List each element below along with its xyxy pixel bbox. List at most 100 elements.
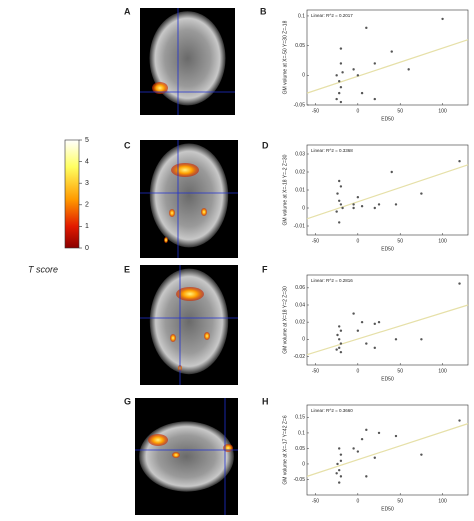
scatter-point: [335, 472, 338, 475]
fit-line: [306, 304, 469, 356]
scatter-point: [338, 338, 341, 341]
y-tick-label: 0.1: [298, 13, 305, 19]
legend-label: Linear: R^2 = 0.2017: [311, 13, 353, 18]
activation-blob: [152, 82, 168, 94]
brain-slice: [149, 268, 229, 375]
y-tick-label: 0: [302, 461, 305, 467]
colorbar-tick-label: 3: [85, 180, 89, 187]
scatter-point: [441, 17, 444, 21]
scatter-point: [394, 203, 398, 206]
colorbar-label: T score: [28, 264, 58, 274]
scatter-point: [458, 282, 461, 285]
scatter-point: [339, 185, 343, 188]
panel-label: B: [260, 6, 267, 16]
scatter-point: [338, 481, 341, 484]
scatter-point: [377, 203, 381, 206]
scatter-point: [338, 179, 341, 183]
scatter-point: [339, 62, 343, 65]
scatter-point: [338, 221, 341, 224]
y-tick-label: 0.02: [295, 169, 305, 175]
y-tick-label: -0.02: [294, 354, 306, 360]
activation-blob: [172, 452, 180, 458]
colorbar-tick-label: 0: [85, 245, 89, 252]
scatter-point: [394, 338, 398, 341]
scatter-point: [352, 203, 355, 206]
panel-label: D: [262, 140, 269, 150]
scatter-point: [339, 453, 343, 456]
brain-slice: [139, 421, 234, 492]
scatter-point: [394, 434, 398, 438]
scatter-point: [373, 322, 376, 326]
scatter-point: [339, 85, 343, 89]
y-tick-label: -0.05: [294, 477, 306, 483]
scatter-point: [352, 312, 355, 315]
scatter-point: [335, 348, 338, 351]
scatter-point: [360, 205, 364, 208]
x-tick-label: 100: [438, 108, 447, 114]
x-tick-label: 50: [397, 108, 403, 114]
scatter-point: [458, 160, 461, 163]
scatter-point: [360, 91, 364, 95]
scatter-point: [338, 447, 341, 450]
scatter-point: [458, 419, 461, 422]
x-tick-label: 100: [438, 368, 447, 374]
scatter-point: [339, 203, 343, 206]
colorbar-tick-label: 5: [85, 137, 89, 144]
colorbar-tick-label: 4: [85, 158, 89, 165]
y-tick-label: 0.05: [295, 446, 305, 452]
x-tick-label: 0: [356, 368, 359, 374]
scatter-point: [420, 453, 423, 456]
scatter-point: [365, 475, 368, 478]
scatter-point: [338, 199, 341, 202]
scatter-point: [365, 26, 368, 30]
fit-line: [306, 39, 469, 94]
scatter-point: [352, 206, 355, 210]
activation-blob: [170, 334, 176, 342]
y-axis-label: GM volume at X=18 Y=2 Z=30: [282, 286, 288, 354]
scatter-point: [339, 47, 343, 50]
scatter-point: [373, 97, 376, 101]
scatter-point: [339, 329, 343, 332]
scatter-point: [356, 74, 360, 77]
legend-label: Linear: R^2 = 0.3368: [311, 148, 353, 153]
scatter-point: [373, 456, 376, 459]
scatter-point: [377, 431, 381, 435]
scatter-point: [377, 320, 381, 324]
scatter-point: [420, 338, 423, 341]
scatter-point: [420, 192, 423, 195]
colorbar: [64, 139, 80, 249]
scatter-point: [356, 196, 360, 199]
y-tick-label: 0.05: [295, 43, 305, 49]
x-tick-label: 100: [438, 238, 447, 244]
scatter-point: [339, 475, 343, 478]
scatter-point: [390, 170, 393, 174]
plot-area: [306, 9, 469, 106]
x-axis-label: ED50: [381, 246, 394, 252]
scatter-point: [338, 346, 341, 350]
y-axis-label: GM volume at X=-50 Y=30 Z=-18: [282, 20, 288, 94]
scatter-point: [356, 450, 360, 453]
brain-slice: [149, 11, 226, 106]
y-tick-label: -0.01: [294, 223, 306, 229]
x-axis-label: ED50: [381, 506, 394, 512]
panel-label: E: [124, 264, 130, 274]
scatter-point: [339, 100, 343, 104]
y-tick-label: 0.01: [295, 187, 305, 193]
scatter-point: [339, 342, 343, 345]
scatter-point: [335, 97, 338, 101]
scatter-point: [390, 50, 393, 53]
scatter-point: [341, 71, 344, 74]
x-tick-label: -50: [312, 498, 319, 504]
scatter-point: [365, 428, 368, 432]
fit-line: [306, 164, 469, 220]
scatter-point: [352, 447, 355, 450]
x-tick-label: -50: [312, 108, 319, 114]
panel-label: H: [262, 396, 269, 406]
activation-blob: [164, 237, 168, 243]
plot-area: [306, 144, 469, 236]
y-tick-label: -0.05: [294, 102, 306, 108]
x-tick-label: 0: [356, 108, 359, 114]
y-tick-label: 0.03: [295, 151, 305, 157]
scatter-point: [373, 206, 376, 210]
scatter-point: [336, 333, 339, 337]
